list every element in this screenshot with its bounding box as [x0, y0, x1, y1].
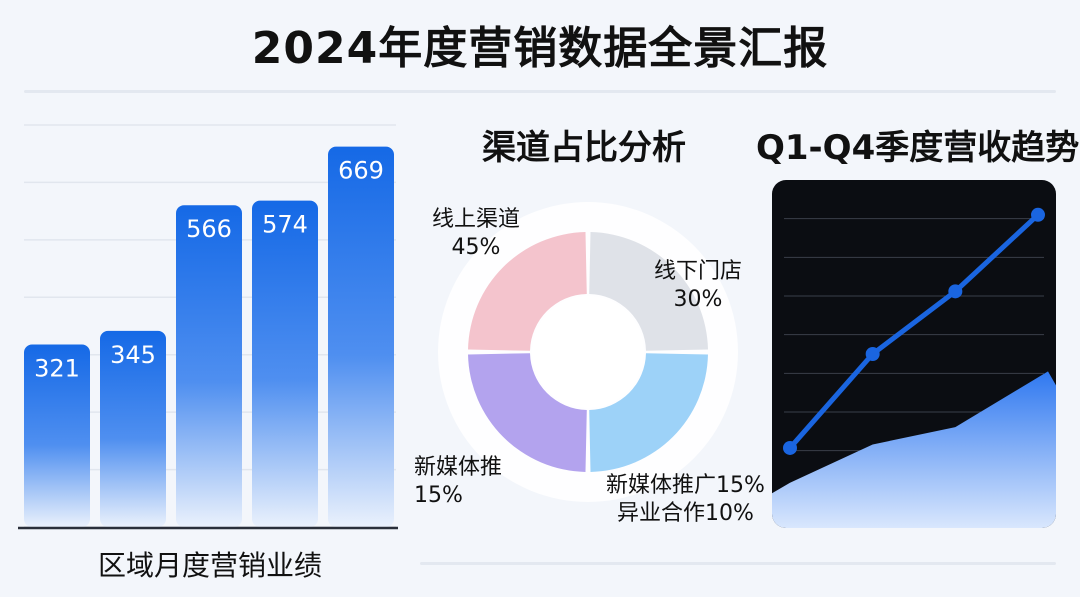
- bar-value-label: 566: [186, 215, 232, 243]
- pie-label-offline-percent: 30%: [673, 287, 723, 312]
- pie-label-online-name: 线上渠道: [432, 207, 521, 232]
- line-chart-title: Q1-Q4季度营收趋势: [756, 128, 1080, 168]
- line-point: [1031, 207, 1045, 222]
- bar-value-label: 321: [34, 354, 80, 382]
- line-point: [948, 284, 963, 299]
- bar: [252, 200, 318, 527]
- pie-chart-title: 渠道占比分析: [482, 128, 686, 168]
- pie-label-online-percent: 45%: [451, 235, 501, 260]
- line-point: [865, 347, 880, 361]
- donut-slice: [468, 353, 587, 472]
- pie-label-offline-name: 线下门店: [654, 259, 743, 284]
- bar-chart-caption: 区域月度营销业绩: [97, 549, 322, 582]
- line-series: [787, 212, 1041, 451]
- bar-value-label: 574: [262, 211, 308, 239]
- donut-slice: [589, 232, 708, 351]
- pie-label-newmedia-left-name: 新媒体推: [414, 455, 503, 480]
- pie-label-partner-name: 异业合作10%: [617, 501, 754, 526]
- bar: [100, 330, 166, 527]
- page-title: 2024年度营销数据全景汇报: [251, 23, 829, 74]
- pie-label-offline: 线下门店 30%: [654, 258, 742, 314]
- title-divider: [24, 90, 1056, 93]
- bar: [24, 344, 90, 527]
- bar-value-label: 345: [110, 341, 156, 369]
- donut-slice: [589, 353, 708, 472]
- bar: [328, 146, 394, 527]
- line-area: [772, 371, 1056, 528]
- donut-hole: [532, 296, 644, 408]
- pie-label-newmedia-left: 新媒体推 15%: [414, 454, 502, 510]
- donut-slice: [468, 232, 587, 351]
- pie-label-newmedia-name: 新媒体推广15%: [606, 473, 765, 498]
- bar-value-label: 669: [338, 157, 384, 185]
- pie-label-newmedia-partner: 新媒体推广15% 异业合作10%: [606, 472, 765, 528]
- line-point: [783, 440, 797, 455]
- bottom-divider: [420, 562, 1056, 565]
- bar-chart: 321 345 566 574 669: [18, 124, 398, 530]
- pie-label-newmedia-left-percent: 15%: [414, 483, 463, 508]
- pie-label-online: 线上渠道 45%: [432, 206, 520, 262]
- bar: [176, 205, 242, 527]
